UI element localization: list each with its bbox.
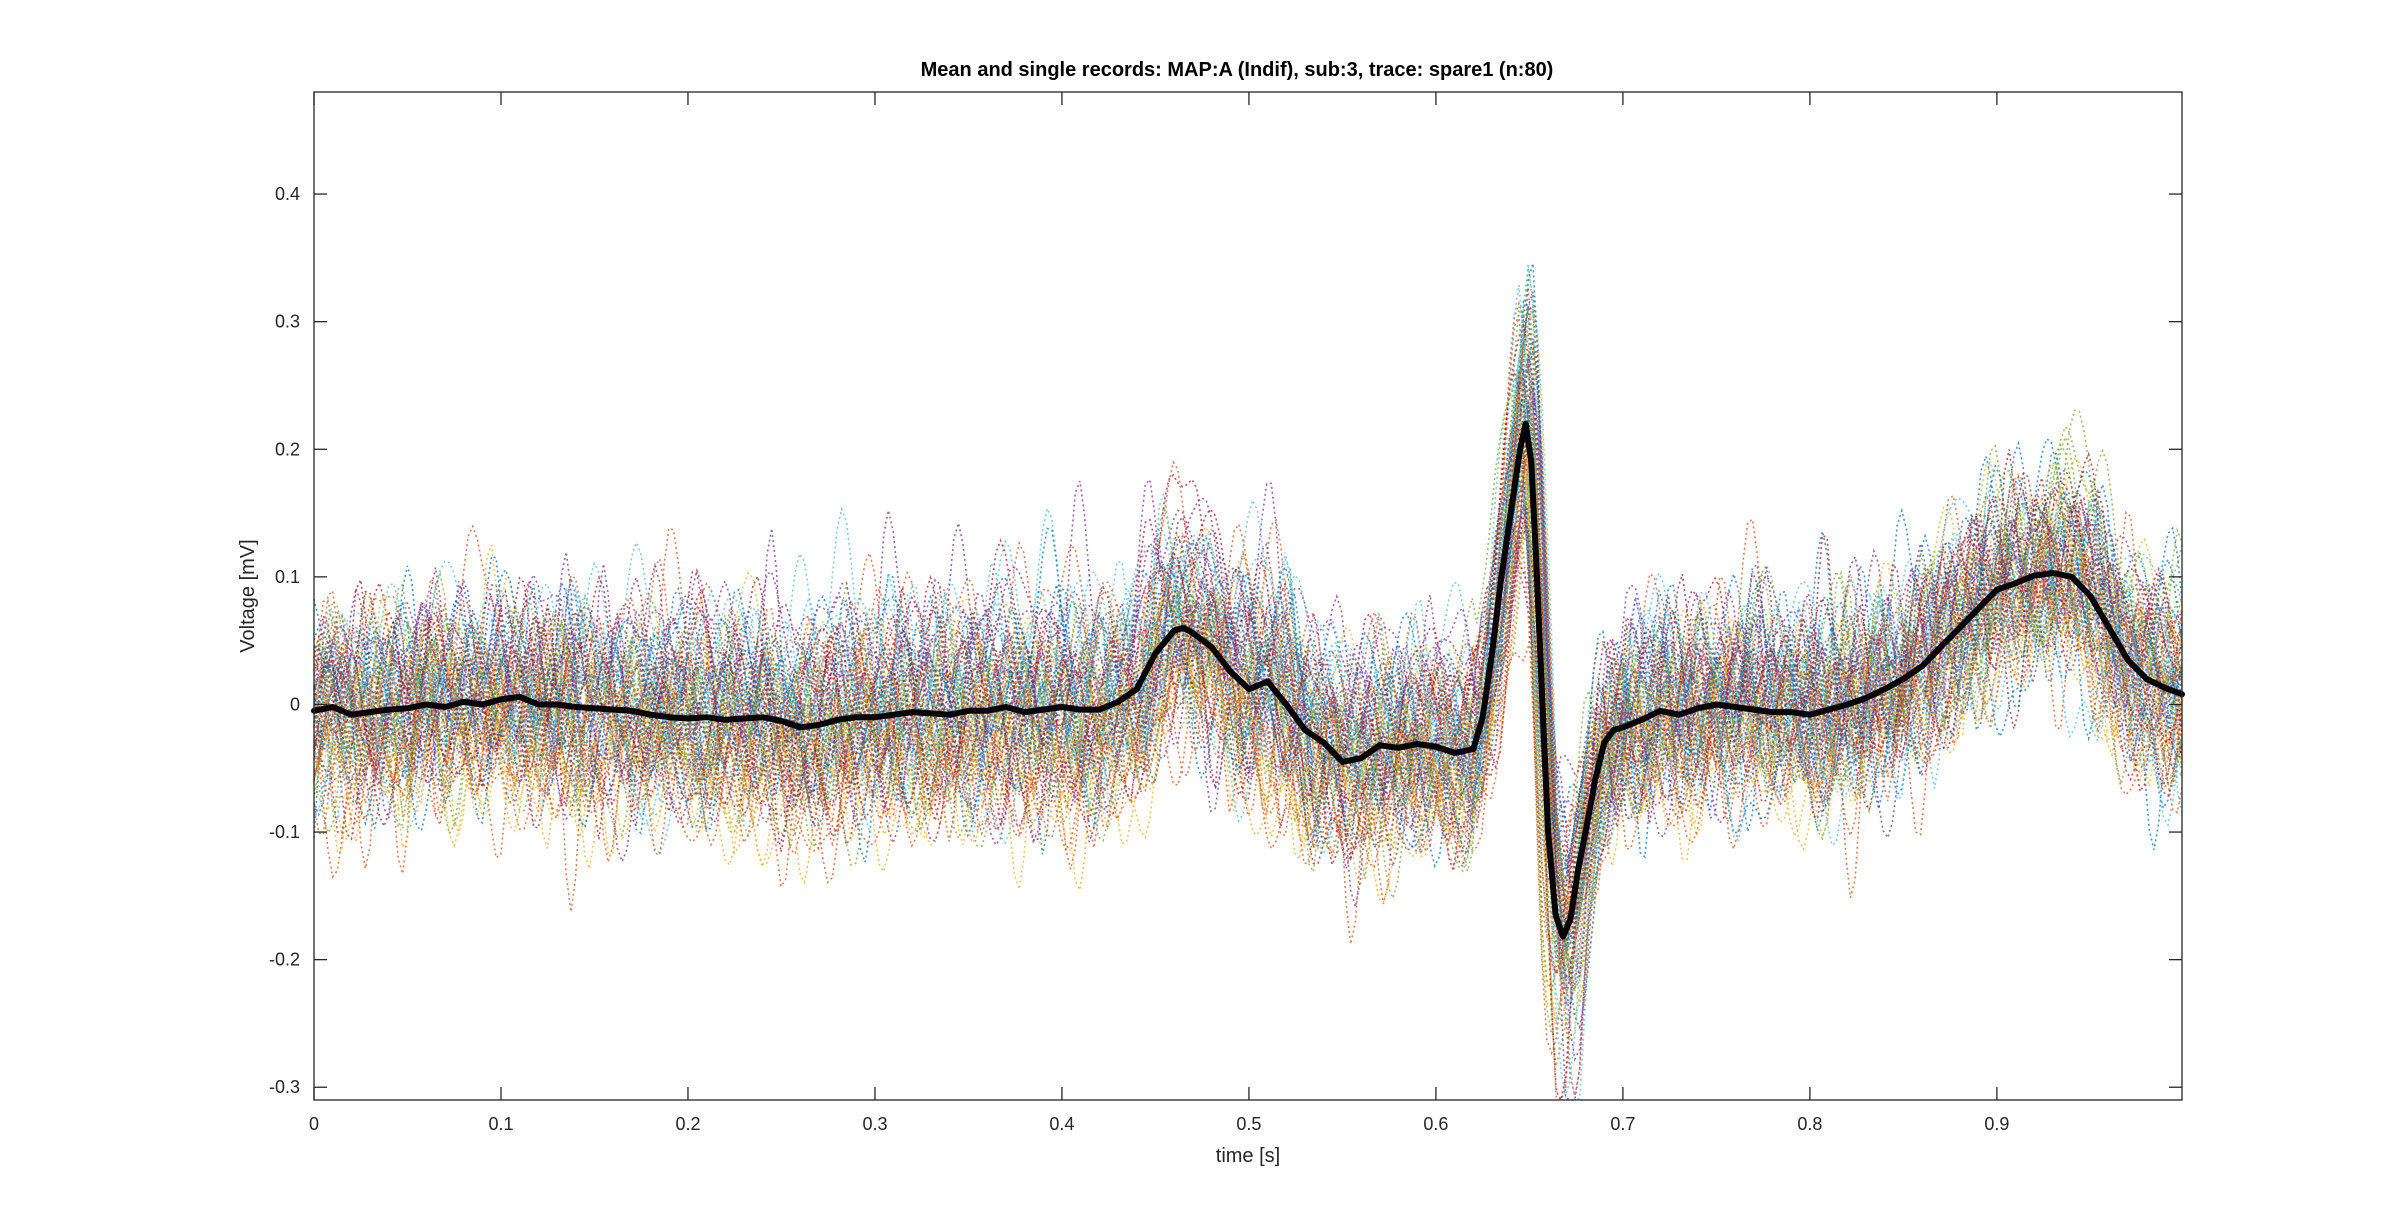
single-record-trace	[313, 394, 2183, 889]
single-record-trace	[313, 369, 2183, 975]
single-record-trace	[313, 397, 2183, 1009]
x-axis: 0 0.1 0.2 0.3 0.4 0.5 0.6 0.7 0.8 0.9	[309, 92, 2009, 1134]
y-tick-label: -0.1	[269, 822, 300, 842]
single-record-trace	[313, 369, 2183, 973]
single-record-trace	[313, 310, 2183, 1004]
y-tick-label: 0.2	[275, 439, 300, 459]
single-record-trace	[313, 339, 2183, 950]
x-tick-label: 0.9	[1984, 1114, 2009, 1134]
single-record-trace	[313, 322, 2183, 1103]
single-record-trace	[313, 387, 2183, 1008]
single-record-trace	[313, 395, 2183, 1041]
single-record-trace	[313, 284, 2183, 1028]
y-axis: -0.3 -0.2 -0.1 0 0.1 0.2 0.3 0.4	[269, 184, 2182, 1097]
single-record-trace	[313, 376, 2183, 1005]
single-record-trace	[313, 450, 2183, 933]
y-tick-label: 0.4	[275, 184, 300, 204]
single-record-trace	[313, 414, 2183, 965]
x-tick-label: 0	[309, 1114, 319, 1134]
x-tick-label: 0.5	[1236, 1114, 1261, 1134]
y-axis-label: Voltage [mV]	[237, 539, 259, 652]
single-record-trace	[313, 306, 2183, 994]
single-record-trace	[313, 473, 2183, 925]
single-record-trace	[313, 458, 2183, 969]
single-record-trace	[313, 515, 2183, 994]
x-tick-label: 0.3	[862, 1114, 887, 1134]
single-record-trace	[313, 305, 2183, 1102]
x-tick-label: 0.8	[1797, 1114, 1822, 1134]
y-tick-label: 0.1	[275, 567, 300, 587]
x-tick-label: 0.4	[1049, 1114, 1074, 1134]
single-record-trace	[313, 428, 2183, 1033]
x-axis-label: time [s]	[1216, 1145, 1280, 1167]
single-record-trace	[313, 305, 2183, 964]
single-record-trace	[313, 425, 2183, 854]
single-record-trace	[313, 476, 2183, 874]
single-record-trace	[313, 521, 2183, 940]
y-tick-label: -0.3	[269, 1077, 300, 1097]
mean-trace	[311, 420, 2185, 940]
single-record-trace	[313, 454, 2183, 1001]
x-tick-label: 0.7	[1610, 1114, 1635, 1134]
single-record-trace	[313, 299, 2183, 980]
single-record-trace	[313, 343, 2183, 975]
x-tick-label: 0.1	[488, 1114, 513, 1134]
y-tick-label: 0.3	[275, 312, 300, 332]
single-record-trace	[313, 421, 2183, 927]
mean-trace-group	[311, 420, 2185, 940]
single-record-trace	[313, 342, 2183, 897]
y-tick-label: 0	[290, 694, 300, 714]
chart-title: Mean and single records: MAP:A (Indif), …	[921, 59, 1554, 81]
axes-box	[313, 91, 2183, 1101]
x-tick-label: 0.2	[675, 1114, 700, 1134]
single-record-trace	[313, 380, 2183, 978]
single-record-trace	[313, 380, 2183, 1101]
single-record-trace	[313, 354, 2183, 891]
x-tick-label: 0.6	[1423, 1114, 1448, 1134]
single-record-trace	[313, 420, 2183, 938]
single-record-trace	[313, 374, 2183, 914]
y-tick-label: -0.2	[269, 950, 300, 970]
single-record-trace	[313, 309, 2183, 983]
